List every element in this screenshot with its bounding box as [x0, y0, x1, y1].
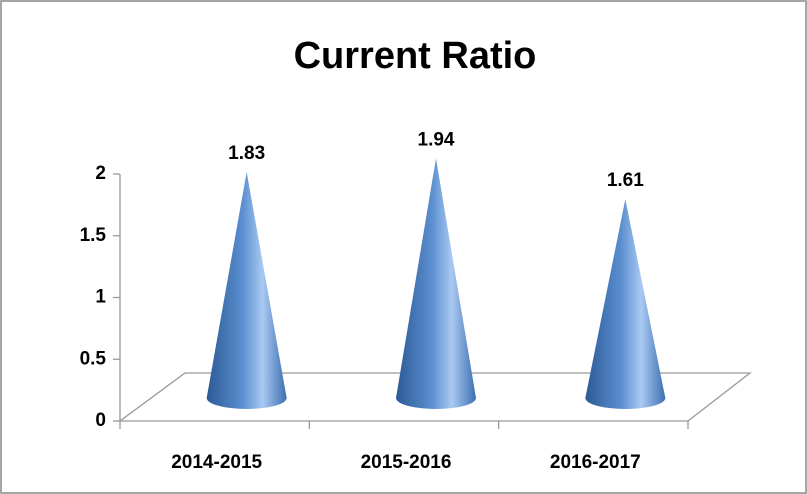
y-tick-label: 1.5: [80, 225, 107, 246]
data-label: 1.83: [228, 143, 265, 164]
data-label: 1.94: [418, 129, 455, 150]
x-tick-label: 2015-2016: [361, 452, 452, 473]
cone: [206, 171, 287, 409]
chart-title: Current Ratio: [294, 35, 537, 77]
x-tick-label: 2016-2017: [550, 452, 641, 473]
y-tick-label: 0: [95, 410, 106, 431]
y-tick-label: 1: [95, 287, 106, 308]
x-tick-label: 2014-2015: [171, 452, 262, 473]
cone-body: [396, 158, 476, 409]
data-label: 1.61: [607, 170, 644, 191]
cone: [396, 158, 476, 409]
cone: [585, 199, 666, 410]
cone-body: [585, 199, 666, 410]
y-tick-label: 0.5: [80, 348, 107, 369]
y-tick-label: 2: [95, 163, 106, 184]
cone-body: [206, 171, 287, 409]
